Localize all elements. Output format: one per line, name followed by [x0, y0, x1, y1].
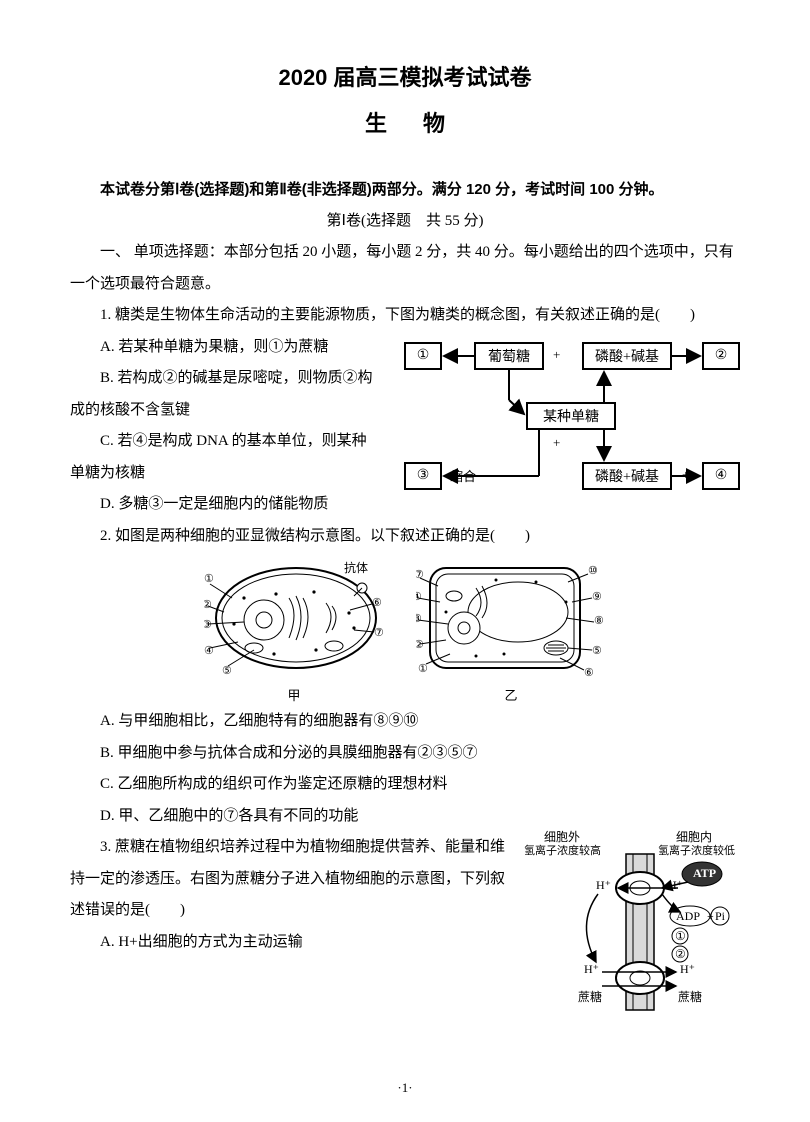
- svg-text:⑧: ⑧: [594, 615, 604, 627]
- svg-text:①: ①: [204, 573, 214, 585]
- svg-text:⑥: ⑥: [372, 597, 382, 609]
- q3-h-right-bot: H⁺: [680, 962, 695, 977]
- q2-cell-yi: ⑦ ④ ③ ② ① ⑩ ⑨ ⑧ ⑤ ⑥: [416, 558, 606, 678]
- exam-intro: 本试卷分第Ⅰ卷(选择题)和第Ⅱ卷(非选择题)两部分。满分 120 分，考试时间 …: [70, 174, 740, 206]
- svg-text:⑤: ⑤: [592, 645, 602, 657]
- q3-h-right-top: H⁺: [668, 878, 683, 893]
- q2-option-a: A. 与甲细胞相比，乙细胞特有的细胞器有⑧⑨⑩: [70, 706, 740, 738]
- q3-circle-2: ②: [675, 947, 686, 962]
- q3-circle-1: ①: [675, 929, 686, 944]
- svg-text:⑩: ⑩: [588, 565, 598, 577]
- q3-stem-line3: 述错误的是( ): [70, 895, 530, 927]
- q2-figures: 抗体 ① ② ③ ④ ⑤ ⑥ ⑦ 甲: [70, 558, 740, 704]
- q3-diagram: 细胞外 氢离子浓度较高 细胞内 氢离子浓度较低: [540, 832, 750, 1012]
- svg-text:③: ③: [416, 613, 422, 625]
- q1-diagram: ① 葡萄糖 磷酸+碱基 ② 某种单糖 ③ 磷酸+碱基 ④ + + + 缩合: [404, 336, 740, 496]
- q1-option-a: A. 若某种单糖为果糖，则①为蔗糖: [70, 332, 380, 364]
- page-number: ·1·: [0, 1080, 810, 1096]
- q2-option-d: D. 甲、乙细胞中的⑦各具有不同的功能: [70, 801, 740, 833]
- svg-text:④: ④: [416, 591, 422, 603]
- svg-text:⑥: ⑥: [584, 667, 594, 678]
- svg-text:①: ①: [418, 663, 428, 675]
- q2-caption-jia: 甲: [204, 685, 384, 704]
- q3-stem-line1: 3. 蔗糖在植物组织培养过程中为植物细胞提供营养、能量和维: [70, 832, 530, 864]
- q3-plus-label: +: [707, 909, 714, 924]
- svg-text:②: ②: [416, 639, 424, 651]
- svg-text:⑤: ⑤: [222, 665, 232, 677]
- q1-stem: 1. 糖类是生物体生命活动的主要能源物质，下图为糖类的概念图，有关叙述正确的是(…: [70, 300, 740, 332]
- svg-text:⑨: ⑨: [592, 591, 602, 603]
- q3-stem-line2: 持一定的渗透压。右图为蔗糖分子进入植物细胞的示意图，下列叙: [70, 864, 530, 896]
- q3-h-left-bot: H⁺: [584, 962, 599, 977]
- q3-option-a: A. H+出细胞的方式为主动运输: [70, 927, 530, 959]
- svg-text:⑦: ⑦: [374, 627, 384, 639]
- q3-h-left-top: H⁺: [596, 878, 611, 893]
- q1-arrows: [404, 336, 740, 496]
- q2-cell-jia: 抗体 ① ② ③ ④ ⑤ ⑥ ⑦: [204, 558, 384, 678]
- section1-header: 第Ⅰ卷(选择题 共 55 分): [70, 206, 740, 238]
- q2-option-c: C. 乙细胞所构成的组织可作为鉴定还原糖的理想材料: [70, 769, 740, 801]
- q3-atp-label: ATP: [693, 866, 716, 881]
- svg-text:⑦: ⑦: [416, 569, 424, 581]
- section1-instructions: 一、 单项选择题：本部分包括 20 小题，每小题 2 分，共 40 分。每小题给…: [70, 237, 740, 300]
- exam-title: 2020 届高三模拟考试试卷: [70, 60, 740, 92]
- q1-option-b: B. 若构成②的碱基是尿嘧啶，则物质②构成的核酸不含氢键: [70, 363, 380, 426]
- q3-sucrose-right: 蔗糖: [678, 988, 702, 1005]
- q2-stem: 2. 如图是两种细胞的亚显微结构示意图。以下叙述正确的是( ): [70, 521, 740, 553]
- antibody-label: 抗体: [344, 560, 368, 575]
- svg-text:②: ②: [204, 599, 212, 611]
- svg-text:④: ④: [204, 645, 214, 657]
- q2-option-b: B. 甲细胞中参与抗体合成和分泌的具膜细胞器有②③⑤⑦: [70, 738, 740, 770]
- q1-option-c: C. 若④是构成 DNA 的基本单位，则某种单糖为核糖: [70, 426, 380, 489]
- q3-sucrose-left: 蔗糖: [578, 988, 602, 1005]
- q3-pi-label: Pi: [715, 909, 725, 924]
- q3-adp-label: ADP: [676, 909, 700, 924]
- q2-caption-yi: 乙: [416, 685, 606, 704]
- svg-text:③: ③: [204, 619, 212, 631]
- subject-title: 生物: [70, 106, 740, 138]
